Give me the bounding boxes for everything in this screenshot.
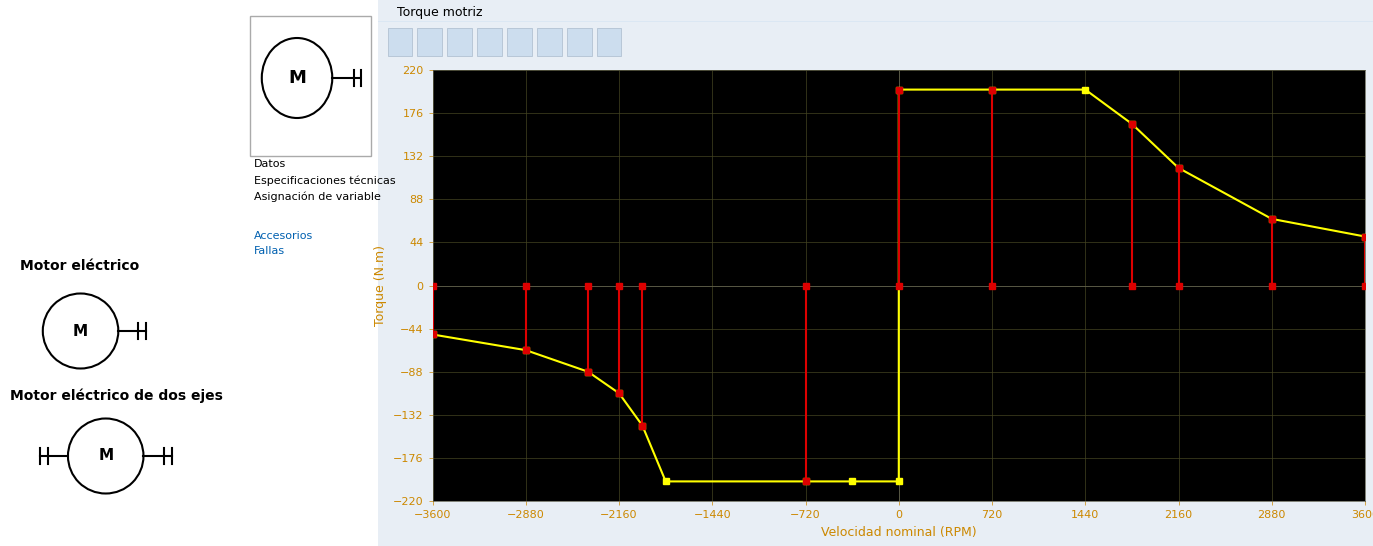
Ellipse shape xyxy=(43,294,118,369)
Text: M: M xyxy=(97,448,114,464)
Ellipse shape xyxy=(69,418,144,494)
Bar xyxy=(387,28,412,56)
Text: Motor eléctrico de dos ejes: Motor eléctrico de dos ejes xyxy=(10,389,222,403)
Bar xyxy=(478,28,503,56)
Y-axis label: Torque (N.m): Torque (N.m) xyxy=(375,245,387,326)
Bar xyxy=(567,28,592,56)
X-axis label: Velocidad nominal (RPM): Velocidad nominal (RPM) xyxy=(821,526,976,538)
Text: M: M xyxy=(73,323,88,339)
Bar xyxy=(597,28,622,56)
Text: Especificaciones técnicas: Especificaciones técnicas xyxy=(254,176,395,186)
Text: Torque motriz: Torque motriz xyxy=(398,5,483,19)
Text: M: M xyxy=(288,69,306,87)
Text: Motor eléctrico: Motor eléctrico xyxy=(21,259,140,273)
Bar xyxy=(250,16,371,156)
Text: Datos: Datos xyxy=(254,159,286,169)
Bar xyxy=(537,28,562,56)
Text: Fallas: Fallas xyxy=(254,246,284,256)
Bar xyxy=(448,28,472,56)
Bar xyxy=(507,28,531,56)
Text: Asignación de variable: Asignación de variable xyxy=(254,192,380,202)
Ellipse shape xyxy=(262,38,332,118)
Bar xyxy=(417,28,442,56)
Text: Accesorios: Accesorios xyxy=(254,231,313,241)
